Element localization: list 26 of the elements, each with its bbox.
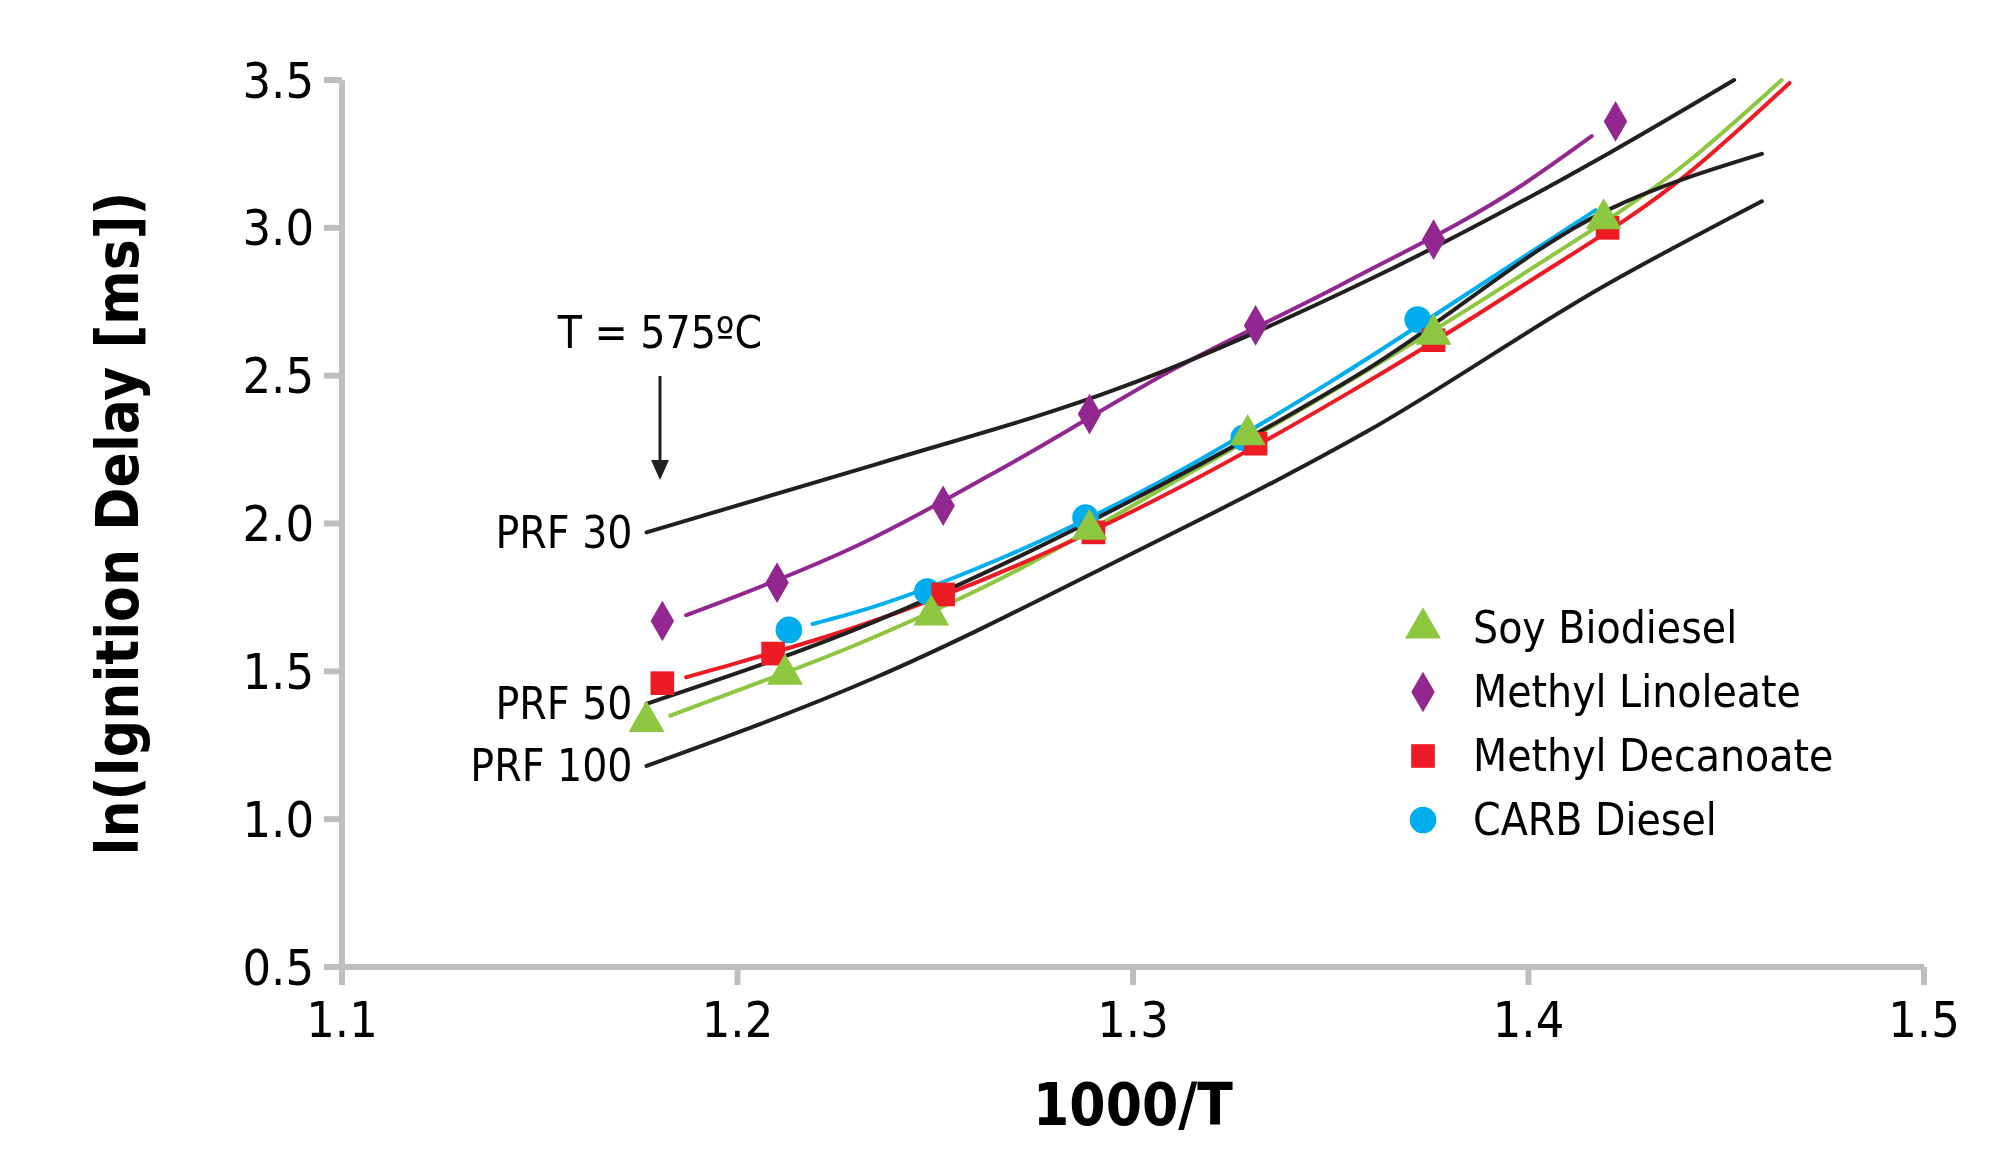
legend-label: Soy Biodiesel [1473,602,1738,654]
series-label: PRF 30 [495,506,633,558]
x-tick-label: 1.5 [1888,991,1960,1049]
point [1404,306,1432,333]
series-label: PRF 50 [495,678,633,730]
y-axis-title: ln(Ignition Delay [ms]) [84,191,152,856]
x-axis-title: 1000/T [1033,1071,1234,1139]
y-tick-label: 1.5 [242,642,314,701]
y-tick-label: 3.5 [242,51,314,110]
series-label: PRF 100 [470,740,633,792]
legend-label: CARB Diesel [1473,794,1717,846]
x-tick-label: 1.3 [1097,991,1169,1049]
point [761,641,785,666]
legend-label: Methyl Linoleate [1473,666,1801,718]
x-tick-label: 1.4 [1492,991,1565,1049]
point [931,582,955,607]
y-tick-label: 1.0 [242,790,314,849]
annotation: T = 575ºC [556,307,763,358]
legend-label: Methyl Decanoate [1473,730,1834,782]
x-tick-label: 1.2 [701,991,774,1049]
line-series [644,78,1737,535]
y-tick-label: 3.0 [242,199,314,258]
y-tick-label: 2.0 [242,495,314,553]
y-tick-label: 2.5 [242,347,314,406]
point [775,616,803,644]
point [650,671,675,695]
